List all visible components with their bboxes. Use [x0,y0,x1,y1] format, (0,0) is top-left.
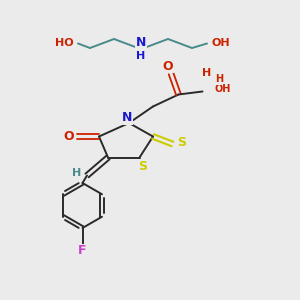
Text: S: S [138,160,147,173]
Text: O: O [163,59,173,73]
Text: OH: OH [214,83,231,94]
Text: H: H [72,167,81,178]
Text: H: H [215,74,223,85]
Text: H: H [136,50,146,61]
Text: OH: OH [211,38,230,49]
Text: HO: HO [55,38,74,49]
Text: N: N [136,35,146,49]
Text: F: F [78,244,87,257]
Text: O: O [64,130,74,143]
Text: S: S [177,136,186,149]
Text: N: N [122,111,133,124]
Text: H: H [202,68,211,79]
